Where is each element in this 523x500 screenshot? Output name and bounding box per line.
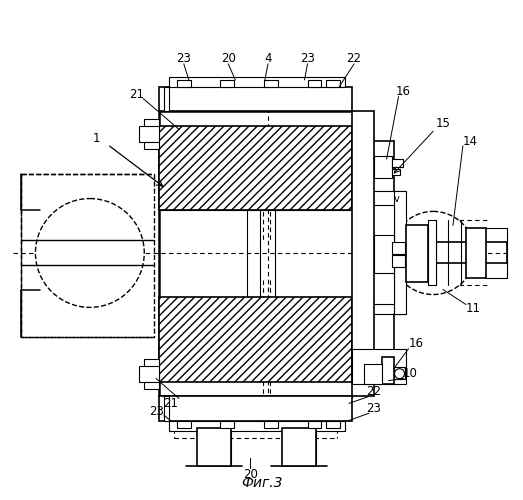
Text: 21: 21 <box>164 397 178 410</box>
Bar <box>282 428 316 466</box>
Bar <box>169 421 345 431</box>
Bar <box>144 120 159 149</box>
Bar <box>392 169 400 175</box>
Bar <box>466 228 485 278</box>
Bar <box>264 80 278 87</box>
Bar <box>364 364 382 384</box>
Text: 20: 20 <box>243 468 257 481</box>
Circle shape <box>394 368 404 378</box>
Text: 23: 23 <box>300 52 315 64</box>
Text: 23: 23 <box>176 52 191 64</box>
Bar <box>352 206 394 304</box>
Text: Фиг.3: Фиг.3 <box>241 476 283 490</box>
Bar <box>177 80 191 87</box>
Bar <box>382 357 394 384</box>
Text: v: v <box>394 194 400 203</box>
Bar <box>374 156 392 178</box>
Bar <box>326 80 340 87</box>
Text: 22: 22 <box>366 385 381 398</box>
Bar <box>326 421 340 428</box>
Text: 1: 1 <box>93 132 100 144</box>
Circle shape <box>392 212 475 294</box>
Bar <box>428 220 436 284</box>
Text: 23: 23 <box>149 405 164 418</box>
Bar <box>139 366 159 382</box>
Text: 14: 14 <box>462 134 477 147</box>
Bar <box>394 366 405 378</box>
Bar <box>164 396 169 421</box>
Bar <box>394 190 406 314</box>
Text: 10: 10 <box>403 367 418 380</box>
Bar <box>139 126 159 142</box>
Bar <box>177 421 191 428</box>
Text: 16: 16 <box>396 85 411 98</box>
Text: 23: 23 <box>366 402 381 415</box>
Bar <box>406 226 428 281</box>
Text: 21: 21 <box>129 88 144 101</box>
Bar <box>308 421 321 428</box>
Bar <box>197 428 231 466</box>
Bar <box>159 126 352 210</box>
Bar <box>159 396 352 421</box>
Bar <box>220 421 234 428</box>
Text: 22: 22 <box>347 52 361 64</box>
Text: 4: 4 <box>264 52 271 64</box>
Bar <box>159 298 352 382</box>
Text: 20: 20 <box>221 52 236 64</box>
Bar <box>169 77 345 87</box>
Circle shape <box>36 198 144 308</box>
Bar <box>164 87 169 112</box>
Bar <box>392 255 405 267</box>
Bar <box>220 80 234 87</box>
Bar <box>392 159 403 167</box>
Bar <box>352 349 406 384</box>
Bar <box>144 359 159 388</box>
Bar <box>374 235 394 273</box>
Text: 16: 16 <box>409 336 424 349</box>
Bar <box>308 80 321 87</box>
Bar <box>264 421 278 428</box>
Bar <box>20 174 154 337</box>
Bar <box>159 87 352 112</box>
Bar <box>352 112 374 397</box>
Text: 11: 11 <box>465 302 480 315</box>
Bar <box>392 242 405 254</box>
Text: 15: 15 <box>436 117 450 130</box>
